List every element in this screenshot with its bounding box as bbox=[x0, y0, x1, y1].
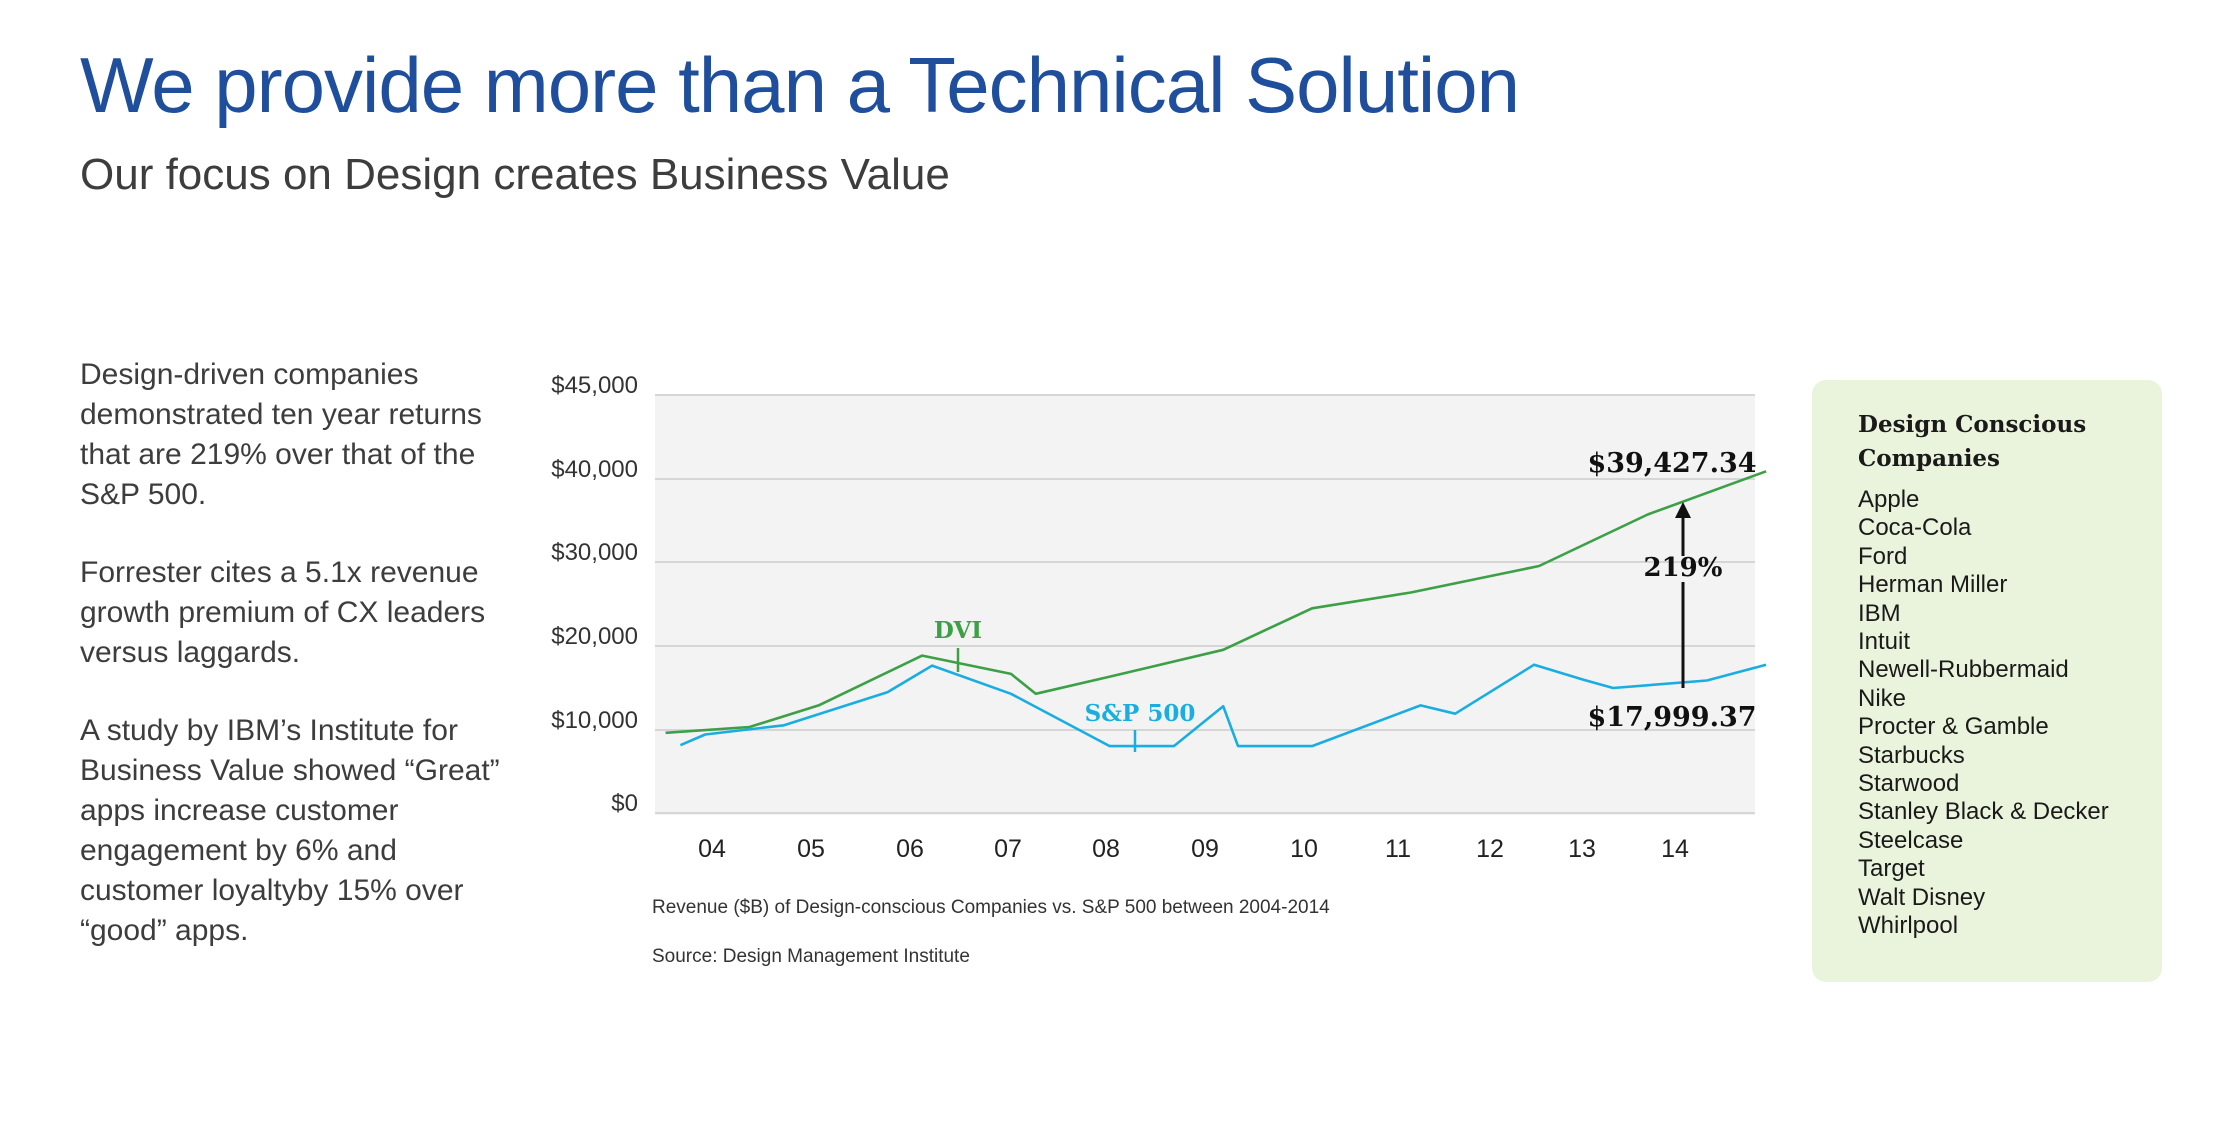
y-tick-label: $40,000 bbox=[551, 456, 638, 483]
top-value-label: $39,427.34 bbox=[1587, 448, 1756, 479]
x-tick-label: 11 bbox=[1385, 835, 1411, 863]
company-item: Procter & Gamble bbox=[1858, 713, 2049, 741]
company-item: Herman Miller bbox=[1858, 571, 2008, 599]
company-list: Apple Coca-Cola Ford Herman Miller IBM Intuit… bbox=[1858, 486, 2109, 941]
x-tick-label: 04 bbox=[698, 835, 726, 863]
x-tick-label: 13 bbox=[1568, 835, 1596, 863]
y-tick-label: $30,000 bbox=[551, 539, 638, 566]
y-tick-label: $20,000 bbox=[551, 623, 638, 650]
x-tick-label: 14 bbox=[1661, 835, 1689, 863]
x-tick-label: 12 bbox=[1476, 835, 1504, 863]
x-tick-label: 09 bbox=[1191, 835, 1219, 863]
page-subtitle: Our focus on Design creates Business Val… bbox=[80, 150, 950, 199]
company-item: Starwood bbox=[1858, 770, 1960, 798]
sp-label: S&P 500 bbox=[1085, 700, 1196, 727]
difference-label: 219% bbox=[1644, 553, 1723, 583]
company-item: IBM bbox=[1858, 599, 1901, 627]
chart-caption: Revenue ($B) of Design-conscious Compani… bbox=[652, 897, 1330, 918]
company-item: Walt Disney bbox=[1858, 883, 1986, 911]
x-tick-label: 07 bbox=[994, 835, 1022, 863]
chart-source: Source: Design Management Institute bbox=[652, 946, 970, 967]
y-tick-label: $45,000 bbox=[551, 372, 638, 399]
company-item: Steelcase bbox=[1858, 826, 1964, 854]
company-item: Intuit bbox=[1858, 628, 1911, 656]
y-tick-label: $0 bbox=[611, 790, 638, 817]
x-tick-label: 08 bbox=[1092, 835, 1120, 863]
company-item: Stanley Black & Decker bbox=[1858, 798, 2109, 826]
company-item: Starbucks bbox=[1858, 741, 1965, 769]
dvi-label: DVI bbox=[934, 617, 982, 644]
page-title: We provide more than a Technical Solutio… bbox=[80, 41, 1520, 129]
company-item: Whirlpool bbox=[1858, 912, 1959, 940]
company-item: Apple bbox=[1858, 486, 1920, 513]
y-tick-label: $10,000 bbox=[551, 707, 638, 734]
x-tick-label: 05 bbox=[797, 835, 825, 863]
company-item: Target bbox=[1858, 855, 1925, 883]
paragraph-forrester: Forrester cites a 5.1x revenue growth pr… bbox=[80, 556, 486, 669]
company-item: Newell-Rubbermaid bbox=[1858, 656, 2069, 684]
x-tick-label: 10 bbox=[1290, 835, 1318, 863]
left-text-block: Design-driven companies demonstrated ten… bbox=[80, 355, 510, 989]
series-line-dvi bbox=[665, 470, 1767, 735]
design-conscious-companies-panel: Design Conscious Companies Apple Coca-Col… bbox=[1812, 380, 2162, 982]
paragraph-ibm-study: A study by IBM’s Institute for Business … bbox=[80, 714, 500, 947]
paragraph-design-returns: Design-driven companies demonstrated ten… bbox=[80, 358, 482, 511]
bottom-value-label: $17,999.37 bbox=[1587, 702, 1756, 733]
company-item: Nike bbox=[1858, 684, 1907, 712]
diff-arrow-head bbox=[1675, 502, 1691, 518]
company-item: Ford bbox=[1858, 542, 1908, 570]
plot-background bbox=[655, 395, 1755, 815]
company-item: Coca-Cola bbox=[1858, 514, 1972, 542]
series-line-s-p-500 bbox=[679, 663, 1767, 748]
panel-title: Design Conscious Companies bbox=[1858, 411, 2087, 472]
x-tick-label: 06 bbox=[896, 835, 924, 863]
